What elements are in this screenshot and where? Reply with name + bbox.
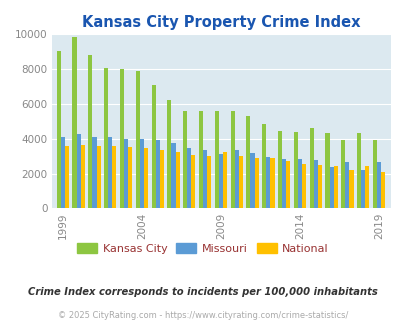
Bar: [167, 100, 171, 209]
Bar: [376, 162, 380, 209]
Bar: [286, 161, 290, 209]
Text: © 2025 CityRating.com - https://www.cityrating.com/crime-statistics/: © 2025 CityRating.com - https://www.city…: [58, 311, 347, 320]
Bar: [281, 159, 286, 209]
Bar: [144, 148, 148, 209]
Bar: [360, 170, 364, 209]
Bar: [92, 137, 96, 209]
Bar: [349, 170, 353, 209]
Bar: [88, 55, 92, 209]
Bar: [207, 156, 211, 209]
Bar: [155, 140, 159, 209]
Bar: [218, 154, 222, 209]
Bar: [151, 85, 155, 209]
Bar: [317, 165, 321, 209]
Bar: [364, 166, 369, 209]
Bar: [230, 111, 234, 209]
Bar: [198, 111, 202, 209]
Bar: [171, 143, 175, 209]
Text: Crime Index corresponds to incidents per 100,000 inhabitants: Crime Index corresponds to incidents per…: [28, 287, 377, 297]
Bar: [333, 166, 337, 209]
Bar: [262, 124, 266, 209]
Bar: [340, 140, 345, 209]
Bar: [124, 139, 128, 209]
Bar: [128, 148, 132, 209]
Bar: [313, 160, 317, 209]
Bar: [246, 116, 250, 209]
Bar: [61, 137, 65, 209]
Bar: [187, 148, 191, 209]
Bar: [222, 152, 226, 209]
Bar: [277, 131, 281, 209]
Bar: [57, 51, 61, 209]
Bar: [112, 147, 116, 209]
Bar: [72, 37, 77, 209]
Bar: [81, 145, 85, 209]
Bar: [135, 71, 139, 209]
Bar: [266, 157, 270, 209]
Legend: Kansas City, Missouri, National: Kansas City, Missouri, National: [72, 239, 333, 258]
Bar: [175, 152, 179, 209]
Bar: [380, 172, 384, 209]
Bar: [254, 158, 258, 209]
Bar: [119, 69, 124, 209]
Bar: [202, 150, 207, 209]
Bar: [250, 153, 254, 209]
Bar: [104, 68, 108, 209]
Bar: [372, 140, 376, 209]
Bar: [191, 155, 195, 209]
Bar: [270, 158, 274, 209]
Bar: [356, 133, 360, 209]
Bar: [65, 146, 69, 209]
Bar: [139, 139, 144, 209]
Bar: [345, 162, 349, 209]
Title: Kansas City Property Crime Index: Kansas City Property Crime Index: [82, 15, 360, 30]
Bar: [309, 128, 313, 209]
Bar: [293, 132, 297, 209]
Bar: [234, 150, 238, 209]
Bar: [96, 146, 100, 209]
Bar: [159, 150, 164, 209]
Bar: [108, 137, 112, 209]
Bar: [301, 164, 305, 209]
Bar: [324, 133, 329, 209]
Bar: [297, 159, 301, 209]
Bar: [77, 134, 81, 209]
Bar: [238, 156, 242, 209]
Bar: [183, 111, 187, 209]
Bar: [214, 111, 218, 209]
Bar: [329, 167, 333, 209]
